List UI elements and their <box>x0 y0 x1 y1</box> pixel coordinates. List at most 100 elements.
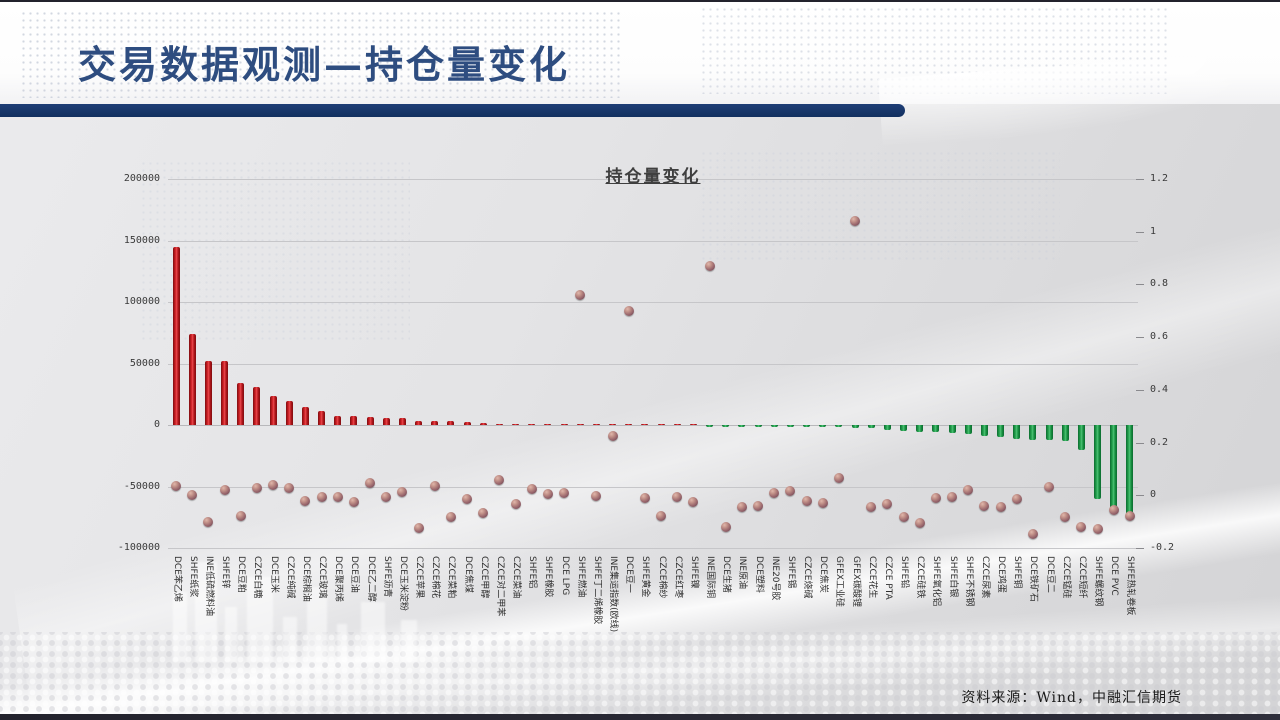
scatter-point-DCE塑料 <box>753 500 764 511</box>
x-axis-label: SHFE镍 <box>688 556 699 589</box>
scatter-point-SHFE锡 <box>785 486 796 497</box>
right-axis-tick-label: -0.2 <box>1150 542 1175 553</box>
x-axis-label: SHFE纸浆 <box>187 556 198 598</box>
x-axis-label: DCE豆二 <box>1044 556 1055 593</box>
scatter-point-DCE豆油 <box>348 496 359 507</box>
bar-INE原油 <box>738 425 746 427</box>
scatter-point-DCE焦煤 <box>462 493 473 504</box>
left-axis-tick-label: -50000 <box>123 480 160 492</box>
gridline <box>168 240 1138 242</box>
scatter-point-INE低硫燃料油 <box>203 516 214 527</box>
right-axis-tick <box>1136 231 1144 233</box>
bar-CZCE棉纱 <box>657 423 665 425</box>
bar-DCE玉米 <box>269 396 277 425</box>
scatter-point-DCE聚丙烯 <box>332 492 343 503</box>
bar-SHFE锡 <box>786 425 794 427</box>
scatter-point-SHFE铅 <box>898 512 909 523</box>
scatter-point-DCE LPG <box>559 488 570 499</box>
scatter-point-SHFE纸浆 <box>187 490 198 501</box>
bar-CZCE棉花 <box>431 420 439 425</box>
x-axis-label: CZCE苹果 <box>414 556 425 599</box>
bar-DCE豆油 <box>350 416 358 425</box>
x-axis-label: SHFE热轧卷板 <box>1125 556 1136 616</box>
bar-DCE棕榈油 <box>301 406 309 425</box>
bar-INE国际铜 <box>706 425 714 427</box>
bar-SHFE氧化铝 <box>932 425 940 433</box>
x-axis-label: SHFE黄金 <box>640 556 651 598</box>
bar-SHFE黄金 <box>641 423 649 425</box>
x-axis-label: DCE聚丙烯 <box>333 556 344 602</box>
bar-CZCE短纤 <box>1077 425 1085 451</box>
scatter-point-CZCE锰硅 <box>1060 511 1071 522</box>
x-axis-label: DCE生猪 <box>721 556 732 593</box>
bar-SHFE锌 <box>221 361 229 425</box>
bar-CZCE花生 <box>867 425 875 429</box>
bar-CZCE菜粕 <box>447 421 455 425</box>
bar-CZCE菜油 <box>512 423 520 425</box>
chart-title: 持仓量变化 <box>605 167 701 187</box>
x-axis-label: SHFE螺纹钢 <box>1093 556 1104 607</box>
bar-CZCE白糖 <box>253 386 261 425</box>
bar-CZCE玻璃 <box>318 411 326 425</box>
scatter-point-DCE豆二 <box>1044 482 1055 493</box>
scatter-point-SHFE沥青 <box>381 492 392 503</box>
scatter-point-SHFE氧化铝 <box>930 493 941 504</box>
bar-SHFE橡胶 <box>544 423 552 425</box>
x-axis-label: SHFE铅 <box>899 556 910 589</box>
scatter-point-CZCE尿素 <box>979 501 990 512</box>
x-axis-label: SHFE燃油 <box>575 556 586 598</box>
top-edge-strip <box>0 0 1280 2</box>
scatter-point-DCE乙二醇 <box>365 478 376 489</box>
scatter-point-SHFE燃油 <box>575 289 586 300</box>
scatter-point-CZCE甲醇 <box>478 508 489 519</box>
x-axis-label: INE国际铜 <box>705 556 716 599</box>
gridline <box>168 548 1138 549</box>
x-axis-label: CZCE烧碱 <box>802 556 813 599</box>
right-axis-tick <box>1136 442 1144 444</box>
bar-DCE PVC <box>1110 425 1118 510</box>
bar-SHFE不锈钢 <box>964 425 972 434</box>
x-axis-label: CZCE甲醇 <box>478 556 489 599</box>
bar-DCE生猪 <box>722 425 730 427</box>
right-axis-tick-label: 0.6 <box>1150 331 1169 343</box>
bar-SHFE丁二烯橡胶 <box>592 423 600 425</box>
bar-SHFE沥青 <box>382 418 390 425</box>
x-axis-label: DCE玉米淀粉 <box>397 556 408 611</box>
bar-DCE塑料 <box>754 425 762 427</box>
x-axis-label: CZCE棉纱 <box>656 556 667 599</box>
scatter-point-SHFE镍 <box>688 496 699 507</box>
bar-DCE LPG <box>560 423 568 425</box>
left-axis-tick-label: 0 <box>153 419 160 430</box>
bar-DCE豆一 <box>625 423 633 425</box>
bar-SHFE白银 <box>948 425 956 434</box>
scatter-point-GFEX碳酸锂 <box>850 216 861 227</box>
x-axis-label: CZCE纯碱 <box>284 556 295 599</box>
x-axis-label: DCE豆粕 <box>236 556 247 593</box>
x-axis-label: DCE苯乙烯 <box>171 556 182 602</box>
gridline <box>168 363 1138 365</box>
x-axis-label: GFEX碳酸锂 <box>850 556 861 608</box>
scatter-point-CZCE纯碱 <box>284 482 295 493</box>
bar-GFEX碳酸锂 <box>851 425 859 428</box>
right-axis-tick-label: 0.8 <box>1150 278 1169 290</box>
x-axis-label: SHFE氧化铝 <box>931 556 942 607</box>
x-axis-label: DCE PVC <box>1109 556 1120 596</box>
bottom-edge-strip <box>0 714 1280 720</box>
scatter-point-CZCE棉花 <box>429 481 440 492</box>
bar-CZCE硅铁 <box>916 425 924 432</box>
gridline <box>168 486 1138 488</box>
bar-CZCE尿素 <box>980 425 988 436</box>
scatter-point-SHFE热轧卷板 <box>1124 511 1135 522</box>
scatter-point-DCE焦炭 <box>817 497 828 508</box>
scatter-point-DCE豆粕 <box>235 510 246 521</box>
scatter-point-DCE玉米淀粉 <box>397 486 408 497</box>
x-axis-label: SHFE沥青 <box>381 556 392 598</box>
bar-CZCE锰硅 <box>1061 425 1069 442</box>
scatter-point-INE国际铜 <box>704 260 715 271</box>
x-axis-label: CZCE白糖 <box>252 556 263 599</box>
scatter-point-SHFE橡胶 <box>542 489 553 500</box>
bar-SHFE纸浆 <box>188 333 196 425</box>
bar-DCE玉米淀粉 <box>398 418 406 425</box>
